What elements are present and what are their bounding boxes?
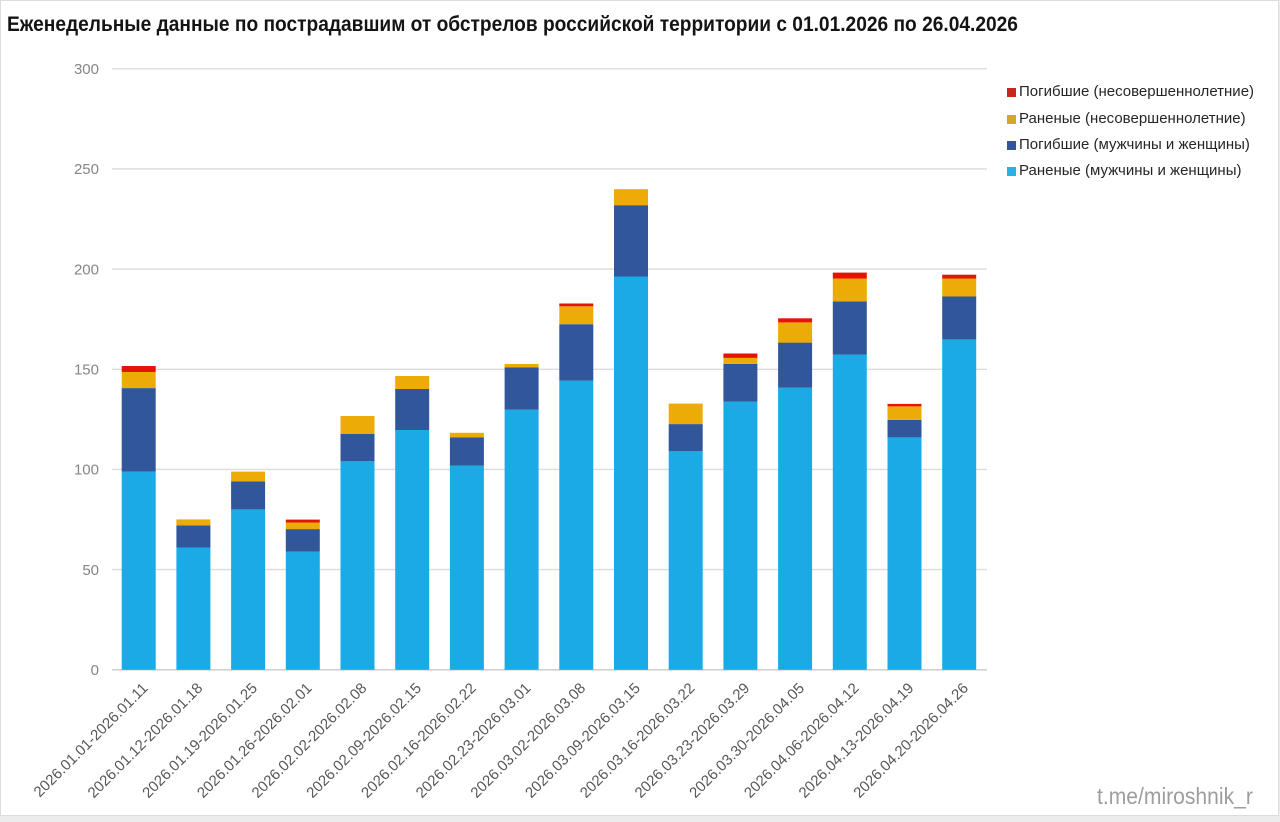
svg-text:50: 50 bbox=[82, 562, 99, 579]
svg-text:200: 200 bbox=[74, 261, 99, 278]
svg-text:250: 250 bbox=[74, 161, 99, 178]
svg-text:100: 100 bbox=[74, 462, 99, 479]
svg-text:150: 150 bbox=[74, 362, 99, 379]
svg-text:300: 300 bbox=[74, 61, 99, 78]
svg-text:2026.04.20-2026.04.26: 2026.04.20-2026.04.26 bbox=[850, 680, 972, 802]
svg-text:0: 0 bbox=[91, 662, 99, 679]
